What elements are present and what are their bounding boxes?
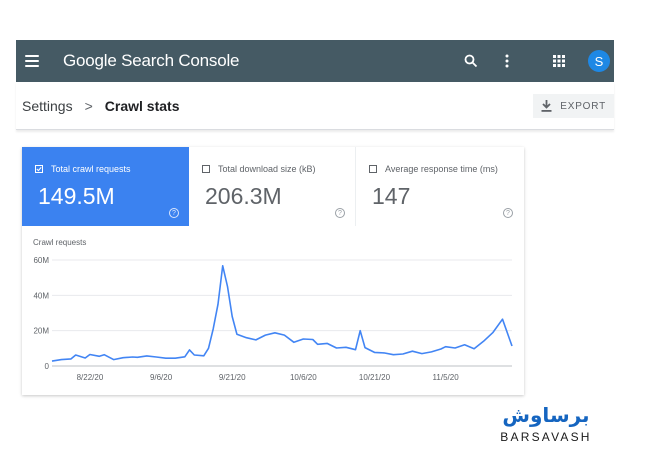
more-vert-icon[interactable]	[498, 52, 516, 70]
crawl-requests-chart: 0 20M 40M 60M 8/22/20 9/6/20 9/21/20 10/6/20 10/…	[33, 256, 513, 382]
export-button[interactable]: EXPORT	[533, 94, 614, 118]
app-bar: Google Search Console S	[16, 40, 614, 82]
logo-latin: BARSAVASH	[500, 430, 591, 444]
x-tick-label: 10/21/20	[359, 373, 391, 382]
app-title-product: Search Console	[121, 51, 240, 70]
metric-average-response-time[interactable]: Average response time (ms) 147 ?	[356, 147, 523, 226]
y-tick-label: 0	[45, 362, 50, 371]
metric-label: Total download size (kB)	[218, 164, 316, 174]
metric-label: Average response time (ms)	[385, 164, 498, 174]
apps-icon[interactable]	[550, 52, 568, 70]
metric-label: Total crawl requests	[51, 164, 131, 174]
metric-value: 206.3M	[205, 183, 282, 209]
search-icon[interactable]	[462, 52, 480, 70]
avatar[interactable]: S	[588, 50, 610, 72]
breadcrumb-settings[interactable]: Settings	[22, 97, 73, 114]
page-title: Crawl stats	[104, 97, 180, 114]
series-line	[51, 265, 513, 362]
y-tick-label: 40M	[33, 291, 49, 300]
checkbox-icon[interactable]	[202, 165, 210, 173]
metric-value: 149.5M	[38, 183, 115, 209]
x-tick-label: 11/5/20	[433, 373, 460, 382]
y-tick-label: 20M	[33, 327, 49, 336]
subheader: Settings > Crawl stats EXPORT	[16, 82, 614, 130]
barsavash-logo: برساوش BARSAVASH	[500, 403, 591, 444]
x-tick-label: 9/6/20	[150, 373, 173, 382]
export-label: EXPORT	[560, 100, 606, 112]
app-bar-actions: S	[462, 40, 614, 82]
metric-total-download-size[interactable]: Total download size (kB) 206.3M ?	[189, 147, 356, 226]
crawl-stats-card: Total crawl requests 149.5M ? Total down…	[22, 147, 524, 395]
checkbox-icon[interactable]	[35, 165, 43, 173]
download-icon	[541, 100, 552, 112]
breadcrumb-separator: >	[84, 97, 93, 114]
menu-icon[interactable]	[25, 55, 39, 67]
help-icon[interactable]: ?	[169, 208, 179, 218]
metric-tabs: Total crawl requests 149.5M ? Total down…	[22, 147, 524, 226]
checkbox-icon[interactable]	[369, 165, 377, 173]
x-tick-label: 10/6/20	[290, 373, 317, 382]
logo-arabic: برساوش	[502, 403, 589, 427]
app-title-google: Google	[63, 51, 117, 70]
y-tick-label: 60M	[33, 256, 49, 265]
x-tick-label: 8/22/20	[77, 373, 104, 382]
watermark-logo: برساوش BARSAVASH	[468, 402, 624, 446]
chart-title: Crawl requests	[33, 238, 87, 247]
metric-total-crawl-requests[interactable]: Total crawl requests 149.5M ?	[22, 147, 189, 226]
help-icon[interactable]: ?	[335, 208, 345, 218]
help-icon[interactable]: ?	[503, 208, 513, 218]
x-tick-label: 9/21/20	[219, 373, 246, 382]
metric-value: 147	[372, 183, 411, 209]
app-title[interactable]: Google Search Console	[63, 51, 240, 71]
